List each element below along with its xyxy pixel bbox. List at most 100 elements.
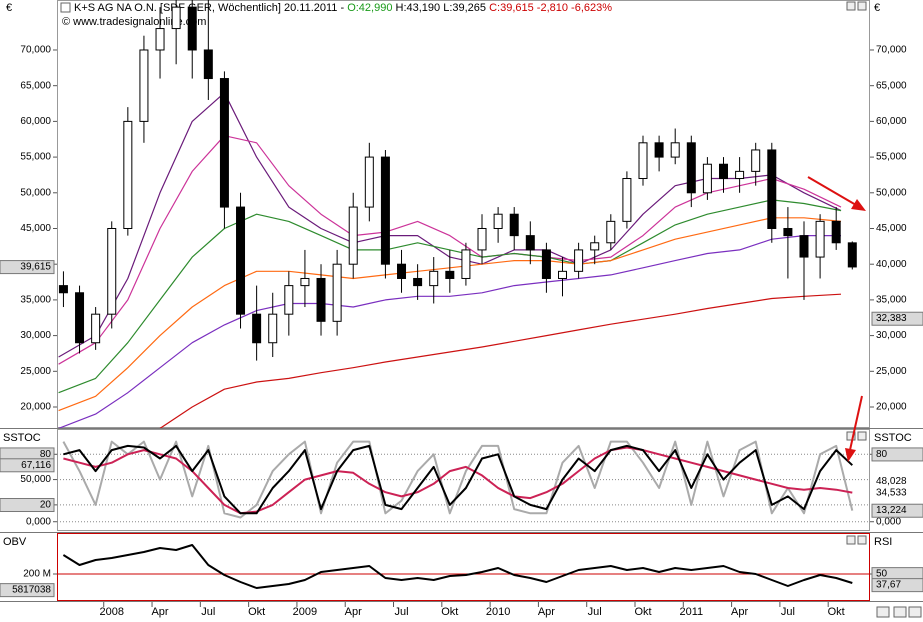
header: K+S AG NA O.N. [SDF GER, Wöchentlich] 20… [74, 2, 612, 14]
tag-box [0, 583, 55, 598]
candle-body [75, 292, 85, 344]
series-line [159, 293, 842, 428]
tag: 39,615 [0, 260, 55, 275]
candle-body [187, 6, 197, 51]
candle-body [783, 227, 793, 237]
y2-tick-label: 80 [876, 449, 888, 460]
tag: 50,000 [876, 187, 907, 198]
plot-group [57, 544, 870, 589]
tag: 25,000 [20, 366, 51, 377]
candle-body [735, 170, 745, 180]
candle-body [606, 220, 616, 244]
value-tag: 48,028 [876, 476, 907, 487]
tag-box [871, 578, 923, 593]
candle-body [171, 6, 181, 30]
fit-icon[interactable] [908, 606, 922, 618]
candle-body [155, 28, 165, 51]
tag: 70,000 [876, 45, 907, 56]
tag: 13,224 [871, 503, 923, 518]
arrow [849, 395, 863, 451]
scroll-icon[interactable] [876, 606, 890, 618]
tag: 40,000 [876, 259, 907, 270]
value-tag: 37,67 [876, 580, 901, 591]
obv-panel-frame [57, 533, 870, 601]
x-tick-label: Apr [538, 606, 555, 618]
x-tick-label: Jul [588, 606, 602, 618]
tag: 5817038 [0, 583, 55, 598]
close-icon[interactable] [857, 1, 867, 11]
value-tag: 32,383 [876, 313, 907, 324]
tag: 55,000 [876, 152, 907, 163]
value-tag: 67,116 [21, 460, 51, 471]
value-tag: 34,533 [876, 487, 907, 498]
candle-body [348, 206, 358, 265]
y2-tick-label: 0,000 [876, 516, 901, 527]
tag: 60,000 [876, 116, 907, 127]
minimize-icon[interactable] [846, 1, 856, 11]
tag: 35,000 [876, 295, 907, 306]
candle-body [477, 227, 487, 251]
y-tick-label: 200 M [23, 569, 51, 580]
panel-title: SSTOC [874, 432, 912, 444]
series-line [63, 446, 853, 515]
x-tick-label: 2008 [99, 606, 123, 618]
candle-body [558, 270, 568, 279]
candle-body [203, 49, 213, 80]
y-tick-label: 55,000 [20, 152, 51, 163]
plot-group [57, 440, 870, 523]
x-tick-label: Okt [828, 606, 845, 618]
candle-body [702, 163, 712, 194]
tag: 0,000 [26, 516, 51, 527]
panel-title: RSI [874, 536, 892, 548]
y-tick-label: 60,000 [20, 116, 51, 127]
y-tick-label: 20 [40, 500, 52, 511]
panel-title: SSTOC [3, 432, 41, 444]
tag: 65,000 [20, 80, 51, 91]
candle-body [525, 235, 535, 251]
x-tick-label: 2011 [679, 606, 703, 618]
candle-body [638, 142, 648, 180]
candle-body [799, 235, 809, 258]
axis-group: 80 50,000 20 0,000 80 0,000 67,116 48,02834,533… [0, 447, 923, 527]
tag: 45,000 [876, 223, 907, 234]
candle-body [622, 178, 632, 222]
y-tick-label: 80 [40, 449, 52, 460]
minimize-icon[interactable] [846, 431, 856, 441]
header-icon[interactable] [60, 2, 71, 13]
y-tick-label: 20,000 [20, 402, 51, 413]
series-line [62, 440, 854, 519]
tag: 35,000 [20, 295, 51, 306]
minimize-icon[interactable] [846, 535, 856, 545]
x-tick-label: Jul [781, 606, 795, 618]
zoom-icon[interactable] [893, 606, 907, 618]
candle-body [654, 142, 664, 158]
y2-tick-label: 70,000 [876, 45, 907, 56]
y2-tick-label: 65,000 [876, 80, 907, 91]
y2-tick-label: 55,000 [876, 152, 907, 163]
tag-box [0, 498, 55, 513]
panel-icons [846, 1, 922, 618]
y2-tick-label: 20,000 [876, 402, 907, 413]
candle-body [300, 277, 310, 287]
candle-body [831, 220, 841, 244]
candle-body [686, 142, 696, 194]
plot-group [58, 0, 857, 428]
tag-box [871, 311, 923, 326]
y2-tick-label: 30,000 [876, 330, 907, 341]
tag: 45,000 [20, 223, 51, 234]
tag: 67,116 [0, 458, 55, 473]
candle-body [107, 227, 117, 315]
y-tick-label: 65,000 [20, 80, 51, 91]
currency-right: € [874, 2, 880, 14]
candle-body [493, 213, 503, 229]
x-tick-label: Okt [634, 606, 651, 618]
y-tick-label: 50,000 [20, 187, 51, 198]
close-icon[interactable] [857, 431, 867, 441]
main-panel-frame [57, 0, 870, 428]
y2-tick-label: 35,000 [876, 295, 907, 306]
quote-range: H:43,190 L:39,265 [396, 2, 487, 14]
close-icon[interactable] [857, 535, 867, 545]
candle-body [236, 206, 246, 315]
